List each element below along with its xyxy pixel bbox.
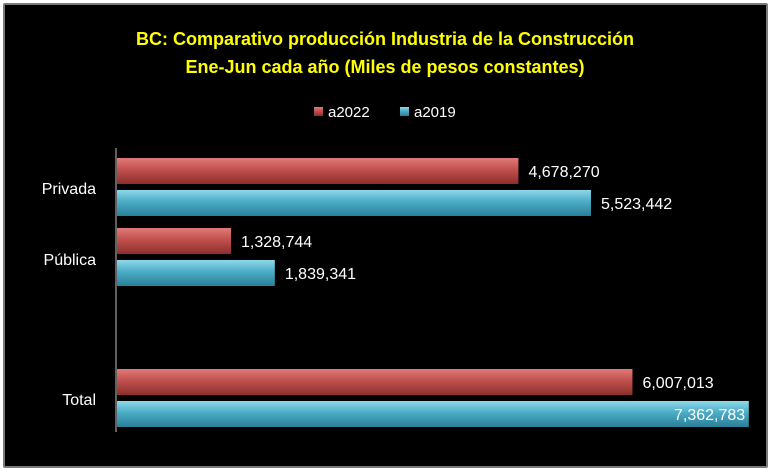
legend: a2022 a2019 [314, 104, 456, 121]
data-label-a2022-publica: 1,328,744 [241, 234, 312, 251]
data-label-a2019-total: 7,362,783 [674, 407, 745, 424]
data-label-a2022-total: 6,007,013 [642, 375, 713, 392]
category-label-privada: Privada [42, 181, 96, 198]
bars-group [117, 158, 749, 427]
category-label-total: Total [62, 392, 96, 409]
legend-swatch-a2022 [314, 107, 323, 116]
chart-subtitle: Ene-Jun cada año (Miles de pesos constan… [185, 57, 584, 77]
bar-a2019-privada [117, 190, 591, 216]
data-label-a2019-privada: 5,523,442 [601, 196, 672, 213]
chart-title: BC: Comparativo producción Industria de … [136, 29, 634, 49]
bar-a2022-publica [117, 228, 232, 254]
bar-a2022-total [117, 369, 633, 395]
data-label-a2022-privada: 4,678,270 [528, 164, 599, 181]
bar-a2019-publica [117, 260, 275, 286]
data-label-a2019-publica: 1,839,341 [285, 266, 356, 283]
category-label-publica: Pública [44, 252, 97, 269]
legend-label-a2022: a2022 [328, 104, 370, 121]
legend-swatch-a2019 [400, 107, 409, 116]
bar-a2022-privada [117, 158, 519, 184]
legend-label-a2019: a2019 [414, 104, 456, 121]
bar-a2019-total [117, 401, 749, 427]
